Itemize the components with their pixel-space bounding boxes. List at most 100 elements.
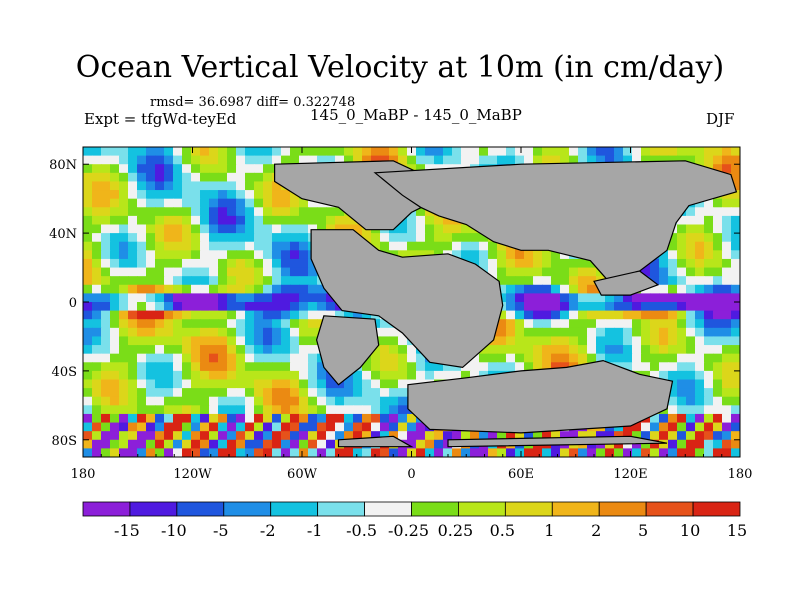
field-cell	[713, 198, 723, 208]
field-cell	[569, 345, 579, 355]
field-cell	[551, 284, 561, 294]
field-cell	[254, 190, 264, 200]
field-cell	[344, 396, 354, 406]
colorbar-swatch	[129, 501, 178, 517]
field-cell	[281, 310, 291, 320]
field-cell	[137, 345, 147, 355]
field-cell	[218, 233, 228, 243]
field-cell	[128, 302, 138, 312]
field-cell	[704, 215, 714, 226]
field-cell	[668, 362, 678, 372]
field-cell	[371, 147, 381, 157]
field-cell	[299, 439, 309, 449]
field-cell	[218, 327, 228, 338]
field-cell	[227, 448, 237, 457]
field-cell	[191, 448, 201, 457]
field-cell	[299, 207, 309, 217]
field-cell	[218, 310, 228, 320]
field-cell	[506, 147, 516, 157]
colorbar-swatch	[82, 501, 131, 517]
field-cell	[164, 396, 174, 406]
field-cell	[704, 413, 714, 424]
field-cell	[101, 310, 111, 320]
field-cell	[506, 345, 516, 355]
field-cell	[128, 336, 138, 346]
field-cell	[569, 258, 579, 269]
field-cell	[704, 431, 714, 441]
field-cell	[353, 155, 363, 165]
field-cell	[704, 362, 714, 372]
field-cell	[443, 370, 453, 381]
field-cell	[371, 388, 381, 398]
field-cell	[209, 284, 219, 294]
land-polygon	[407, 359, 674, 434]
field-cell	[200, 405, 210, 415]
field-cell	[218, 224, 228, 234]
field-cell	[182, 233, 192, 243]
field-cell	[686, 379, 696, 389]
field-cell	[92, 284, 102, 294]
field-cell	[569, 336, 579, 346]
field-cell	[281, 155, 291, 165]
field-cell	[209, 293, 219, 303]
field-cell	[587, 327, 597, 338]
field-cell	[119, 172, 129, 183]
field-cell	[713, 448, 723, 457]
field-cell	[695, 353, 705, 363]
field-cell	[146, 439, 156, 449]
field-cell	[533, 302, 543, 312]
field-cell	[227, 353, 237, 363]
field-cell	[155, 181, 165, 191]
field-cell	[200, 241, 210, 251]
field-cell	[362, 422, 372, 432]
field-cell	[515, 362, 525, 372]
field-cell	[704, 293, 714, 303]
field-cell	[398, 448, 408, 457]
field-cell	[173, 336, 183, 346]
field-cell	[227, 405, 237, 415]
field-cell	[200, 250, 210, 260]
field-cell	[164, 345, 174, 355]
field-cell	[164, 241, 174, 251]
field-cell	[677, 233, 687, 243]
field-cell	[371, 345, 381, 355]
field-cell	[497, 319, 507, 329]
field-cell	[326, 413, 336, 424]
field-cell	[389, 396, 399, 406]
field-cell	[713, 336, 723, 346]
field-cell	[155, 224, 165, 234]
field-cell	[155, 250, 165, 260]
field-cell	[209, 267, 219, 277]
field-cell	[119, 293, 129, 303]
field-cell	[560, 258, 570, 269]
field-cell	[119, 345, 129, 355]
field-cell	[146, 362, 156, 372]
y-tick-label: 80N	[49, 158, 77, 173]
field-cell	[227, 215, 237, 226]
field-cell	[182, 302, 192, 312]
field-cell	[137, 439, 147, 449]
field-cell	[254, 233, 264, 243]
field-cell	[272, 155, 282, 165]
field-cell	[245, 250, 255, 260]
field-cell	[731, 147, 740, 157]
field-cell	[488, 448, 498, 457]
field-cell	[272, 379, 282, 389]
field-cell	[317, 284, 327, 294]
field-cell	[155, 379, 165, 389]
field-cell	[173, 147, 183, 157]
field-cell	[200, 284, 210, 294]
field-cell	[227, 293, 237, 303]
field-cell	[146, 147, 156, 157]
field-cell	[245, 379, 255, 389]
field-cell	[668, 448, 678, 457]
field-cell	[416, 241, 426, 251]
field-cell	[137, 422, 147, 432]
field-cell	[254, 224, 264, 234]
field-cell	[281, 379, 291, 389]
field-cell	[263, 319, 273, 329]
field-cell	[200, 215, 210, 226]
field-cell	[146, 284, 156, 294]
field-cell	[263, 327, 273, 338]
field-cell	[101, 345, 111, 355]
